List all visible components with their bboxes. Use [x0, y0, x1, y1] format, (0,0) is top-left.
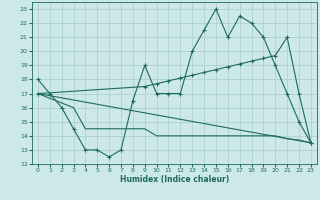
X-axis label: Humidex (Indice chaleur): Humidex (Indice chaleur)	[120, 175, 229, 184]
